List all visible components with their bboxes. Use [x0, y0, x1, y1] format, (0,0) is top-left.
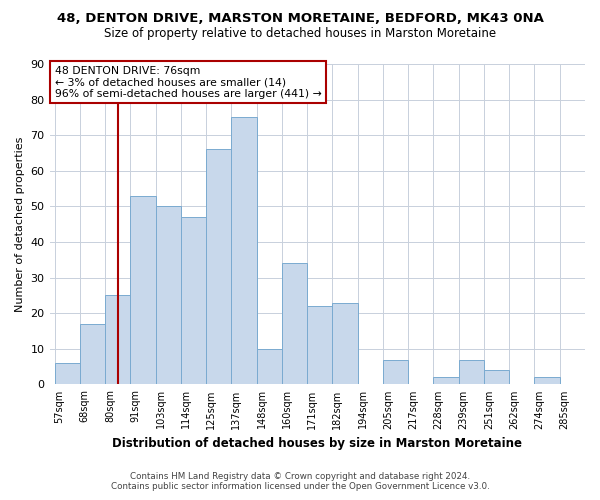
- X-axis label: Distribution of detached houses by size in Marston Moretaine: Distribution of detached houses by size …: [112, 437, 522, 450]
- Bar: [307, 306, 332, 384]
- Bar: [282, 264, 307, 384]
- Text: 48 DENTON DRIVE: 76sqm
← 3% of detached houses are smaller (14)
96% of semi-deta: 48 DENTON DRIVE: 76sqm ← 3% of detached …: [55, 66, 322, 99]
- Y-axis label: Number of detached properties: Number of detached properties: [15, 136, 25, 312]
- Text: 48, DENTON DRIVE, MARSTON MORETAINE, BEDFORD, MK43 0NA: 48, DENTON DRIVE, MARSTON MORETAINE, BED…: [56, 12, 544, 26]
- Bar: [80, 324, 105, 384]
- Bar: [433, 378, 459, 384]
- Text: Size of property relative to detached houses in Marston Moretaine: Size of property relative to detached ho…: [104, 28, 496, 40]
- Bar: [206, 150, 232, 384]
- Bar: [383, 360, 408, 384]
- Bar: [181, 217, 206, 384]
- Bar: [257, 349, 282, 384]
- Bar: [105, 296, 130, 384]
- Bar: [332, 302, 358, 384]
- Bar: [155, 206, 181, 384]
- Bar: [535, 378, 560, 384]
- Bar: [484, 370, 509, 384]
- Bar: [232, 118, 257, 384]
- Bar: [459, 360, 484, 384]
- Bar: [55, 363, 80, 384]
- Text: Contains HM Land Registry data © Crown copyright and database right 2024.
Contai: Contains HM Land Registry data © Crown c…: [110, 472, 490, 491]
- Bar: [130, 196, 155, 384]
